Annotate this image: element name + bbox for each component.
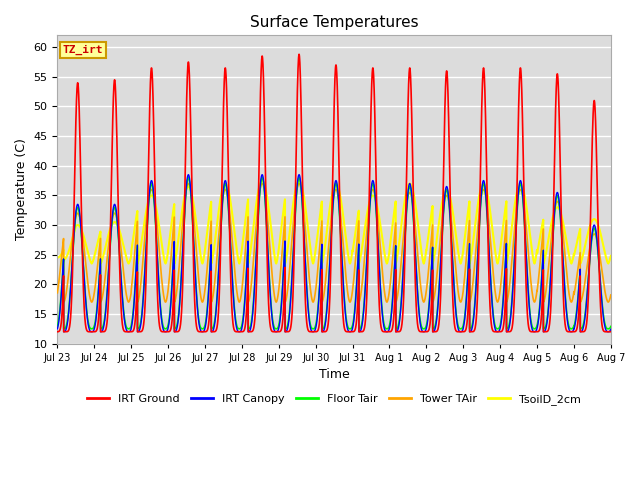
Y-axis label: Temperature (C): Temperature (C) [15, 139, 28, 240]
Title: Surface Temperatures: Surface Temperatures [250, 15, 419, 30]
X-axis label: Time: Time [319, 368, 349, 381]
Legend: IRT Ground, IRT Canopy, Floor Tair, Tower TAir, TsoilD_2cm: IRT Ground, IRT Canopy, Floor Tair, Towe… [83, 389, 586, 409]
Text: TZ_irt: TZ_irt [63, 45, 104, 55]
